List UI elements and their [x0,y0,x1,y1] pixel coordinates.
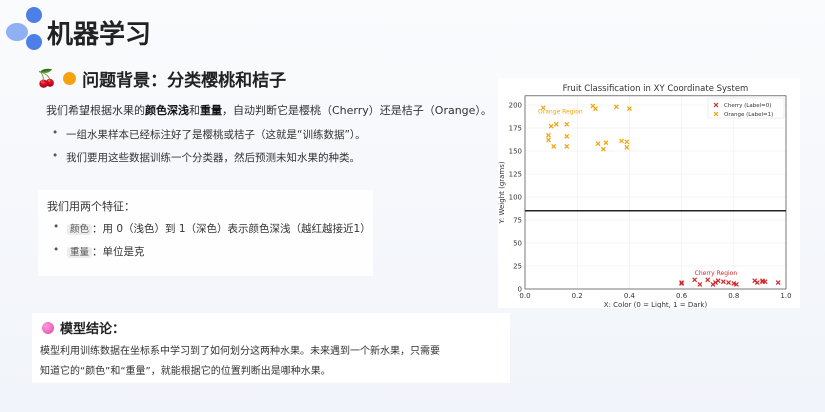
data-point [540,105,546,111]
region-label: Orange Region [538,108,583,115]
data-point [731,281,737,286]
data-point [548,123,554,129]
data-point [715,278,721,284]
x-tick-label: 0.2 [572,292,583,300]
data-point [600,146,606,152]
region-label: Cherry Region [695,270,738,277]
y-tick-label: 175 [509,125,522,133]
orange-icon [63,72,77,85]
data-point [553,121,559,127]
data-point [775,280,781,285]
y-tick-label: 0 [518,286,522,294]
chart-svg: 0.0 0.2 0.4 0.6 0.8 1.0 0 25 50 75 100 125 150 175 200… [498,84,792,309]
y-tick-label: 100 [509,194,522,202]
data-point [726,280,732,285]
data-point [564,121,570,127]
y-tick-label: 150 [509,148,522,156]
intro-text: 我们希望根据水果的颜色深浅和重量，自动判断它是樱桃（Cherry）还是桔子（Or… [46,104,492,117]
conclusion-text: 模型利用训练数据在坐标系中学习到了如何划分这两种水果。未来遇到一个新水果，只需要… [40,346,440,377]
data-point [595,141,601,147]
y-tick-label: 200 [509,102,522,110]
data-point [705,277,711,283]
y-tick-label: 50 [513,240,522,248]
data-point [564,133,570,139]
y-tick-label: 25 [513,263,522,271]
x-tick-label: 0.4 [624,292,636,300]
features-intro: 我们用两个特征： [47,200,135,213]
features-card: 我们用两个特征： 颜色：用 0（浅色）到 1（深色）表示颜色深浅（越红越接近1）… [38,190,373,276]
data-point [619,138,624,144]
legend-entry: Orange (Label=1) [724,112,773,118]
data-point [679,281,685,286]
x-tick-label: 0.8 [728,292,739,300]
data-point [624,144,630,150]
legend-marker [713,111,719,117]
x-axis-label: X: Color (0 = Light, 1 = Dark) [604,301,708,308]
data-point [626,106,632,112]
data-point [624,139,630,145]
section-title-background: 🍒 问题背景：分类樱桃和桔子 [36,66,287,92]
data-point [546,132,551,138]
app-logo [6,7,42,50]
data-point [760,278,765,284]
data-point [762,279,768,285]
legend-marker [713,102,719,108]
data-point [754,280,760,285]
bullet-item: 一组水果样本已经标注好了是樱桃或桔子（这就是“训练数据”）。 [52,127,366,142]
data-point [679,280,685,285]
legend-box [707,97,785,119]
feature-color: 颜色：用 0（浅色）到 1（深色）表示颜色深浅（越红越接近1） [53,221,371,236]
conclusion-title: 模型结论： [42,318,125,337]
x-tick-label: 1.0 [780,292,791,300]
data-point [692,277,698,283]
cherry-icon: 🍒 [36,68,58,89]
conclusion-card: 模型结论： 模型利用训练数据在坐标系中学习到了如何划分这两种水果。未来遇到一个新… [32,313,510,383]
y-tick-label: 125 [509,171,522,179]
data-point [564,143,570,149]
data-point [733,281,739,287]
x-tick-label: 0.6 [676,292,688,300]
section-title-text: 问题背景：分类樱桃和桔子 [82,71,287,91]
x-tick-label: 0.0 [519,292,530,300]
data-point [603,140,609,146]
data-point [546,137,551,143]
y-axis-label: Y: Weight (grams) [498,161,506,224]
scatter-chart: 0.0 0.2 0.4 0.6 0.8 1.0 0 25 50 75 100 125 150 175 200… [498,78,800,309]
data-point [720,279,726,285]
y-tick-label: 75 [513,217,522,225]
app-title: 机器学习 [47,20,152,50]
data-point [613,104,619,110]
chart-title: Fruit Classification in XY Coordinate Sy… [563,84,749,94]
feature-weight: 重量：单位是克 [53,244,145,259]
legend-entry: Cherry (Label=0) [724,103,771,109]
data-point [593,106,598,112]
brain-icon [42,321,54,334]
bullet-item: 我们要用这些数据训练一个分类器，然后预测未知水果的种类。 [52,150,360,165]
data-point [697,281,703,287]
data-point [551,143,557,149]
plot-frame [524,95,787,290]
